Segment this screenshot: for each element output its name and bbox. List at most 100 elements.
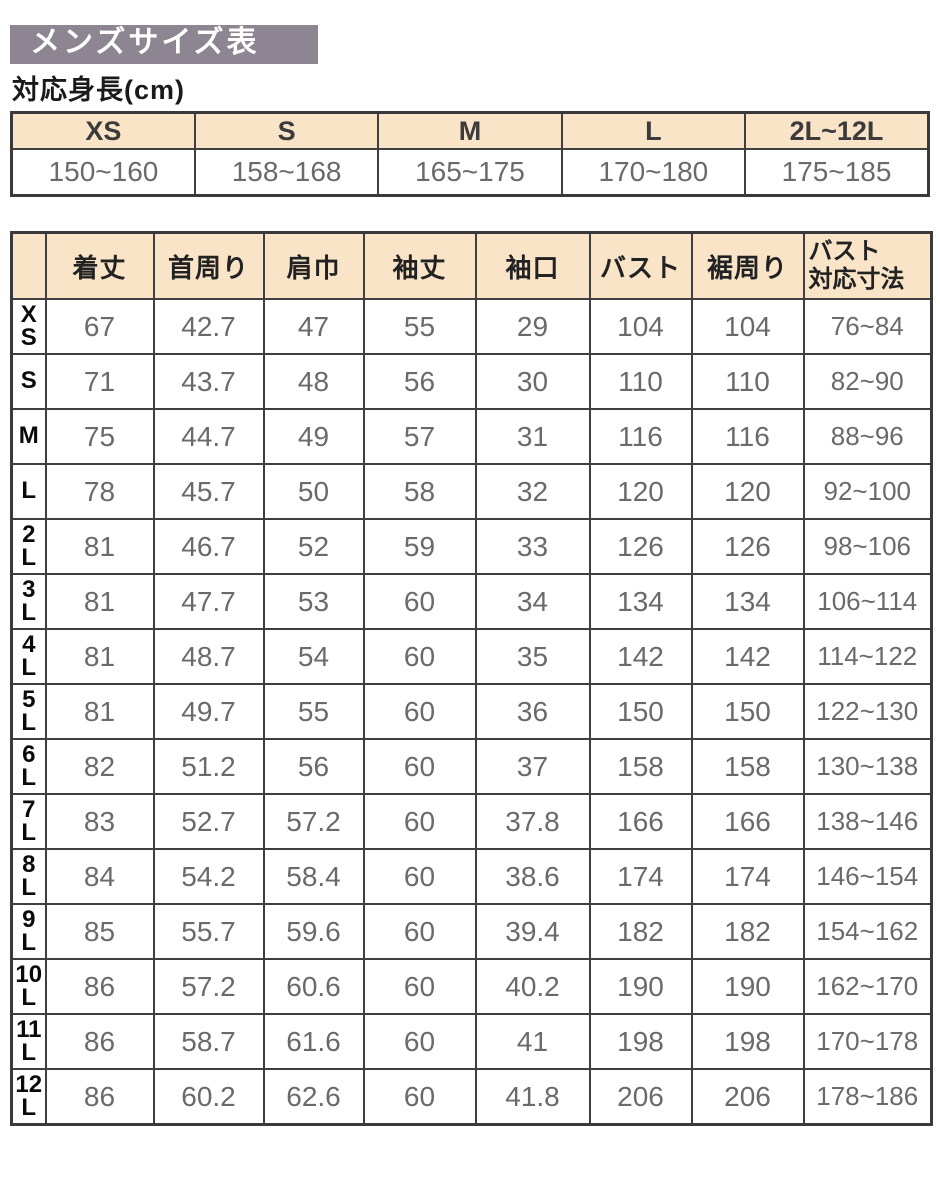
size-column-header: 袖口 (474, 231, 591, 300)
size-value-cell: 150 (690, 683, 805, 740)
size-value-cell: 162~170 (802, 958, 933, 1015)
size-value-cell: 92~100 (802, 463, 933, 520)
size-value-cell: 35 (474, 628, 591, 685)
size-value-cell: 110 (690, 353, 805, 410)
height-value-cell: 158~168 (193, 148, 380, 197)
height-value-cell: 150~160 (10, 148, 196, 197)
size-value-cell: 32 (474, 463, 591, 520)
size-value-cell: 55.7 (152, 903, 265, 960)
size-value-cell: 62.6 (262, 1068, 365, 1126)
size-value-cell: 104 (690, 298, 805, 355)
size-row-8L: 8 L 84 54.2 58.4 60 38.6 174 174 146~154 (10, 848, 933, 905)
size-value-cell: 86 (44, 1013, 155, 1070)
size-value-cell: 33 (474, 518, 591, 575)
size-value-cell: 78 (44, 463, 155, 520)
size-value-cell: 81 (44, 518, 155, 575)
size-value-cell: 54.2 (152, 848, 265, 905)
size-value-cell: 30 (474, 353, 591, 410)
height-section-label: 対応身長(cm) (12, 75, 186, 105)
size-value-cell: 206 (690, 1068, 805, 1126)
size-value-cell: 60 (362, 573, 477, 630)
size-value-cell: 158 (690, 738, 805, 795)
height-column-header: XS (10, 111, 196, 150)
size-column-header: バスト (588, 231, 693, 300)
size-value-cell: 60 (362, 1013, 477, 1070)
size-column-header: 裾周り (690, 231, 805, 300)
size-value-cell: 57 (362, 408, 477, 465)
size-value-cell: 154~162 (802, 903, 933, 960)
size-value-cell: 116 (588, 408, 693, 465)
size-value-cell: 60 (362, 793, 477, 850)
size-value-cell: 52 (262, 518, 365, 575)
size-value-cell: 59.6 (262, 903, 365, 960)
size-value-cell: 110 (588, 353, 693, 410)
size-value-cell: 31 (474, 408, 591, 465)
size-value-cell: 38.6 (474, 848, 591, 905)
size-value-cell: 47 (262, 298, 365, 355)
size-value-cell: 37 (474, 738, 591, 795)
size-value-cell: 146~154 (802, 848, 933, 905)
size-table: 着丈 首周り 肩巾 袖丈 袖口 バスト 裾周り バスト 対応寸法 X S 67 42.7 47 55 29 1… (10, 231, 933, 1126)
size-value-cell: 50 (262, 463, 365, 520)
size-value-cell: 29 (474, 298, 591, 355)
height-column-header: S (193, 111, 380, 150)
size-row-4L: 4 L 81 48.7 54 60 35 142 142 114~122 (10, 628, 933, 685)
size-value-cell: 48.7 (152, 628, 265, 685)
size-value-cell: 126 (690, 518, 805, 575)
size-value-cell: 82 (44, 738, 155, 795)
size-value-cell: 166 (690, 793, 805, 850)
height-value-cell: 175~185 (744, 148, 930, 197)
size-value-cell: 116 (690, 408, 805, 465)
size-value-cell: 49.7 (152, 683, 265, 740)
size-column-header: 袖丈 (362, 231, 477, 300)
size-value-cell: 60 (362, 848, 477, 905)
size-value-cell: 60.2 (152, 1068, 265, 1126)
height-value-cell: 170~180 (560, 148, 747, 197)
size-value-cell: 60.6 (262, 958, 365, 1015)
size-value-cell: 190 (588, 958, 693, 1015)
size-value-cell: 166 (588, 793, 693, 850)
size-row-label: 10 L (10, 958, 47, 1015)
size-value-cell: 57.2 (262, 793, 365, 850)
height-column-header: L (560, 111, 747, 150)
size-value-cell: 56 (262, 738, 365, 795)
size-value-cell: 150 (588, 683, 693, 740)
size-column-header: 首周り (152, 231, 265, 300)
size-row-5L: 5 L 81 49.7 55 60 36 150 150 122~130 (10, 683, 933, 740)
size-value-cell: 61.6 (262, 1013, 365, 1070)
size-row-6L: 6 L 82 51.2 56 60 37 158 158 130~138 (10, 738, 933, 795)
size-value-cell: 44.7 (152, 408, 265, 465)
height-table: XS S M L 2L~12L 150~160 158~168 165~175 170~180… (10, 111, 930, 197)
size-value-cell: 37.8 (474, 793, 591, 850)
size-value-cell: 85 (44, 903, 155, 960)
size-value-cell: 60 (362, 628, 477, 685)
size-value-cell: 134 (690, 573, 805, 630)
size-value-cell: 83 (44, 793, 155, 850)
size-value-cell: 36 (474, 683, 591, 740)
size-value-cell: 51.2 (152, 738, 265, 795)
size-value-cell: 55 (262, 683, 365, 740)
size-value-cell: 58 (362, 463, 477, 520)
height-column-header: 2L~12L (744, 111, 930, 150)
size-value-cell: 76~84 (802, 298, 933, 355)
size-value-cell: 43.7 (152, 353, 265, 410)
size-row-label: L (10, 463, 47, 520)
size-column-header: 肩巾 (262, 231, 365, 300)
size-row-XS: X S 67 42.7 47 55 29 104 104 76~84 (10, 298, 933, 355)
size-value-cell: 34 (474, 573, 591, 630)
size-value-cell: 59 (362, 518, 477, 575)
size-row-9L: 9 L 85 55.7 59.6 60 39.4 182 182 154~162 (10, 903, 933, 960)
size-row-3L: 3 L 81 47.7 53 60 34 134 134 106~114 (10, 573, 933, 630)
size-value-cell: 40.2 (474, 958, 591, 1015)
size-value-cell: 42.7 (152, 298, 265, 355)
size-value-cell: 45.7 (152, 463, 265, 520)
size-value-cell: 47.7 (152, 573, 265, 630)
size-value-cell: 134 (588, 573, 693, 630)
size-value-cell: 138~146 (802, 793, 933, 850)
size-row-12L: 12 L 86 60.2 62.6 60 41.8 206 206 178~186 (10, 1068, 933, 1126)
page: メンズサイズ表 対応身長(cm) XS S M L 2L~12L 150~160 158~… (10, 25, 933, 1126)
